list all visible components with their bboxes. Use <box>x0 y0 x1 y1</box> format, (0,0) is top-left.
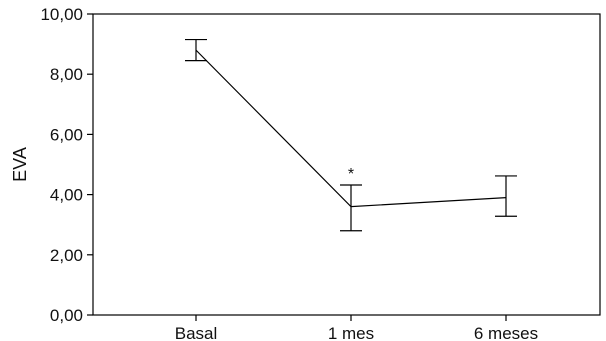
y-tick-label: 6,00 <box>50 125 83 144</box>
series-group <box>185 38 517 232</box>
annotations-group: * <box>348 166 354 183</box>
series-line <box>195 49 507 208</box>
error-bar <box>340 184 362 232</box>
x-axis-ticks: Basal 1 mes 6 meses <box>175 315 538 341</box>
y-tick-label: 4,00 <box>50 186 83 205</box>
significance-marker: * <box>348 166 354 183</box>
x-tick-label: 1 mes <box>328 324 374 341</box>
plot-frame <box>92 13 601 316</box>
y-tick-label: 2,00 <box>50 246 83 265</box>
error-bar <box>495 175 517 217</box>
x-tick-label: 6 meses <box>474 324 538 341</box>
y-axis-title: EVA <box>10 147 30 182</box>
error-bar <box>185 38 207 62</box>
y-tick-label: 10,00 <box>40 5 83 24</box>
x-tick-label: Basal <box>175 324 218 341</box>
y-tick-label: 0,00 <box>50 306 83 325</box>
y-axis-ticks: 0,00 2,00 4,00 6,00 8,00 10,00 <box>40 5 93 325</box>
plot-border <box>92 13 601 316</box>
y-tick-label: 8,00 <box>50 65 83 84</box>
